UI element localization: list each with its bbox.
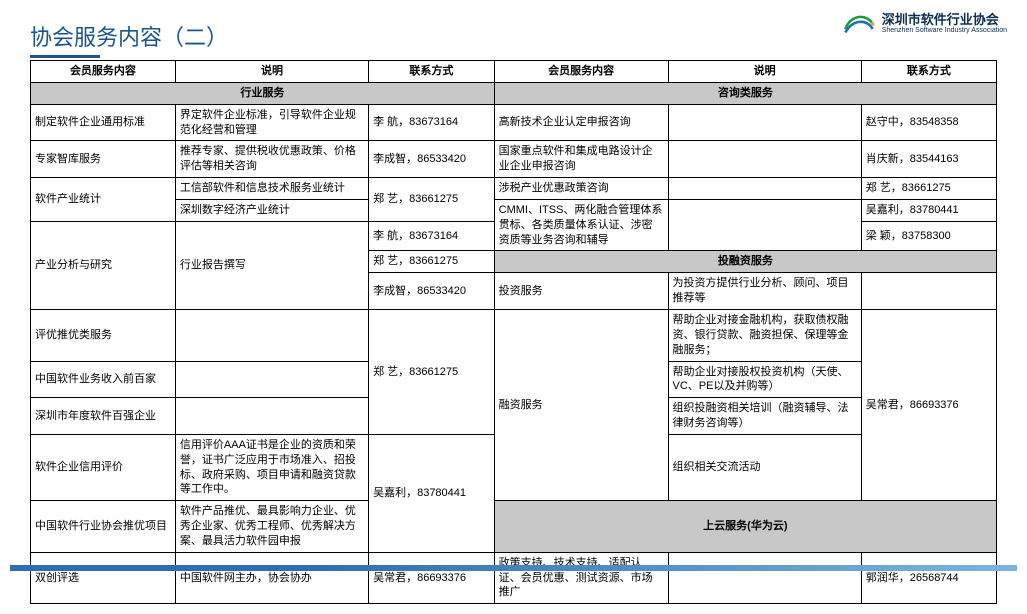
cell: 推荐专家、提供税收优惠政策、价格评估等相关咨询 bbox=[175, 141, 368, 178]
cell: 郑 艺，83661275 bbox=[369, 178, 495, 222]
cell: 产业分析与研究 bbox=[31, 221, 176, 309]
cell: 投资服务 bbox=[494, 273, 668, 310]
cell: 郑 艺，83661275 bbox=[369, 251, 495, 273]
cell: 中国软件行业协会推优项目 bbox=[31, 501, 176, 553]
cell: 软件产品推优、最具影响力企业、优秀企业家、优秀工程师、优秀解决方案、最具活力软件… bbox=[175, 501, 368, 553]
cell: 赵守中，83548358 bbox=[861, 104, 996, 141]
cell: 吴常君，86693376 bbox=[861, 309, 996, 500]
table-header-row: 会员服务内容 说明 联系方式 会员服务内容 说明 联系方式 bbox=[31, 61, 997, 83]
cell: 肖庆新，83544163 bbox=[861, 141, 996, 178]
services-table: 会员服务内容 说明 联系方式 会员服务内容 说明 联系方式 行业服务 咨询类服务… bbox=[30, 60, 997, 604]
cell: 郭润华，26568744 bbox=[861, 552, 996, 604]
footer-bar bbox=[10, 565, 1017, 571]
cell: 吴嘉利，83780441 bbox=[861, 199, 996, 221]
table-row: 深圳数字经济产业统计 CMMI、ITSS、两化融合管理体系贯标、各类质量体系认证… bbox=[31, 199, 997, 221]
section-header: 咨询类服务 bbox=[494, 82, 996, 104]
cell: 政策支持、技术支持、适配认证、会员优惠、测试资源、市场推广 bbox=[494, 552, 668, 604]
cell: 融资服务 bbox=[494, 309, 668, 500]
cell: 中国软件网主办，协会协办 bbox=[175, 552, 368, 604]
cell: 梁 颖，83758300 bbox=[861, 221, 996, 251]
cell: 软件企业信用评价 bbox=[31, 434, 176, 500]
cell: 评优推优类服务 bbox=[31, 309, 176, 361]
cell bbox=[175, 361, 368, 398]
cell: CMMI、ITSS、两化融合管理体系贯标、各类质量体系认证、涉密资质等业务咨询和… bbox=[494, 199, 668, 251]
cell bbox=[861, 273, 996, 310]
cell: 郑 艺，83661275 bbox=[861, 178, 996, 200]
table-row: 中国软件行业协会推优项目 软件产品推优、最具影响力企业、优秀企业家、优秀工程师、… bbox=[31, 501, 997, 553]
cell: 行业报告撰写 bbox=[175, 221, 368, 309]
table-row: 软件产业统计 工信部软件和信息技术服务业统计 郑 艺，83661275 涉税产业… bbox=[31, 178, 997, 200]
table-row: 评优推优类服务 郑 艺，83661275 融资服务 帮助企业对接金融机构，获取债… bbox=[31, 309, 997, 361]
cell: 制定软件企业通用标准 bbox=[31, 104, 176, 141]
cell: 为投资方提供行业分析、顾问、项目推荐等 bbox=[668, 273, 861, 310]
cell: 深圳数字经济产业统计 bbox=[175, 199, 368, 221]
table-row: 专家智库服务 推荐专家、提供税收优惠政策、价格评估等相关咨询 李成智，86533… bbox=[31, 141, 997, 178]
cell: 李成智，86533420 bbox=[369, 141, 495, 178]
page-title: 协会服务内容（二） bbox=[30, 20, 228, 58]
cell: 信用评价AAA证书是企业的资质和荣誉，证书广泛应用于市场准入、招投标、政府采购、… bbox=[175, 434, 368, 500]
logo-text-cn: 深圳市软件行业协会 bbox=[882, 13, 1007, 27]
cell: 软件产业统计 bbox=[31, 178, 176, 222]
col-header: 说明 bbox=[175, 61, 368, 83]
cell: 工信部软件和信息技术服务业统计 bbox=[175, 178, 368, 200]
col-header: 联系方式 bbox=[861, 61, 996, 83]
col-header: 说明 bbox=[668, 61, 861, 83]
logo-text-en: Shenzhen Software Industry Association bbox=[882, 27, 1007, 35]
table-row: 制定软件企业通用标准 界定软件企业标准，引导软件企业规范化经营和管理 李 航，8… bbox=[31, 104, 997, 141]
cell bbox=[668, 552, 861, 604]
cell bbox=[668, 178, 861, 200]
section-header: 行业服务 bbox=[31, 82, 495, 104]
cell: 国家重点软件和集成电路设计企业企业申报咨询 bbox=[494, 141, 668, 178]
logo-icon bbox=[842, 10, 876, 38]
org-logo: 深圳市软件行业协会 Shenzhen Software Industry Ass… bbox=[842, 10, 1007, 38]
cell: 吴嘉利，83780441 bbox=[369, 434, 495, 552]
cell: 界定软件企业标准，引导软件企业规范化经营和管理 bbox=[175, 104, 368, 141]
cell: 郑 艺，83661275 bbox=[369, 309, 495, 434]
section-header: 上云服务(华为云) bbox=[494, 501, 996, 553]
cell: 帮助企业对接金融机构，获取债权融资、银行贷款、融资担保、保理等金融服务； bbox=[668, 309, 861, 361]
col-header: 联系方式 bbox=[369, 61, 495, 83]
cell: 组织相关交流活动 bbox=[668, 434, 861, 500]
cell: 李成智，86533420 bbox=[369, 273, 495, 310]
cell: 组织投融资相关培训（融资辅导、法律财务咨询等） bbox=[668, 398, 861, 435]
cell: 帮助企业对接股权投资机构（天使、VC、PE以及并购等） bbox=[668, 361, 861, 398]
col-header: 会员服务内容 bbox=[494, 61, 668, 83]
cell: 涉税产业优惠政策咨询 bbox=[494, 178, 668, 200]
cell: 双创评选 bbox=[31, 552, 176, 604]
cell bbox=[668, 199, 861, 251]
cell: 专家智库服务 bbox=[31, 141, 176, 178]
cell bbox=[175, 398, 368, 435]
cell bbox=[175, 309, 368, 361]
cell: 李 航，83673164 bbox=[369, 221, 495, 251]
section-header: 投融资服务 bbox=[494, 251, 996, 273]
cell: 李 航，83673164 bbox=[369, 104, 495, 141]
cell: 中国软件业务收入前百家 bbox=[31, 361, 176, 398]
cell: 深圳市年度软件百强企业 bbox=[31, 398, 176, 435]
table-row: 双创评选 中国软件网主办，协会协办 吴常君，86693376 政策支持、技术支持… bbox=[31, 552, 997, 604]
cell: 高新技术企业认定申报咨询 bbox=[494, 104, 668, 141]
cell bbox=[668, 104, 861, 141]
cell bbox=[668, 141, 861, 178]
cell: 吴常君，86693376 bbox=[369, 552, 495, 604]
col-header: 会员服务内容 bbox=[31, 61, 176, 83]
